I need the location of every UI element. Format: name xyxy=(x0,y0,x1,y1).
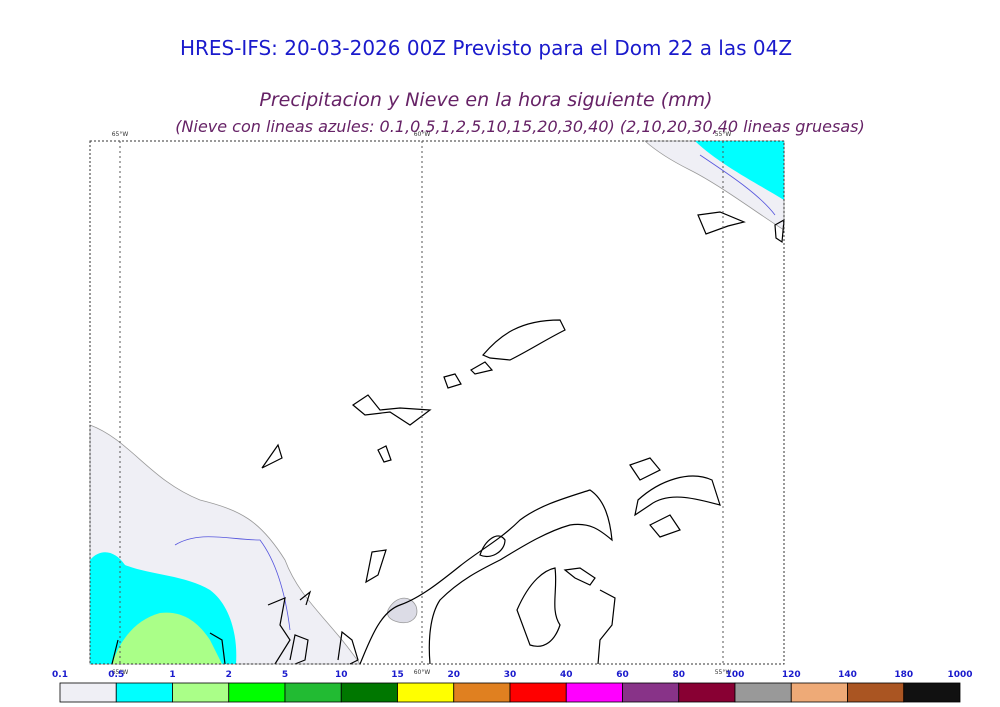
meridian-label: 55°W xyxy=(715,131,732,138)
coastline xyxy=(359,489,613,665)
colorbar-label: 40 xyxy=(560,670,573,680)
colorbar-label: 180 xyxy=(894,670,913,680)
colorbar-box xyxy=(172,682,230,703)
title: HRES-IFS: 20-03-2026 00Z Previsto para e… xyxy=(180,36,792,60)
colorbar-box xyxy=(903,682,961,703)
colorbar-label: 10 xyxy=(335,670,348,680)
colorbar-label: 0.5 xyxy=(108,670,124,680)
colorbar-label: 20 xyxy=(447,670,460,680)
colorbar-box xyxy=(622,682,680,703)
map xyxy=(89,140,785,665)
coastline xyxy=(111,590,359,665)
snow-contour xyxy=(174,536,291,631)
meridian-label: 60°W xyxy=(414,131,431,138)
colorbar-label: 2 xyxy=(226,670,232,680)
colorbar-label: 0.1 xyxy=(52,670,68,680)
colorbar-label: 5 xyxy=(282,670,288,680)
colorbar-label: 140 xyxy=(838,670,857,680)
colorbar-box xyxy=(790,682,848,703)
colorbar-label: 80 xyxy=(672,670,685,680)
colorbar-label: 60 xyxy=(616,670,629,680)
colorbar-box xyxy=(734,682,792,703)
meridian-label: 60°W xyxy=(414,669,431,676)
colorbar-label: 100 xyxy=(726,670,745,680)
colorbar-label: 1000 xyxy=(947,670,972,680)
colorbar-label: 15 xyxy=(391,670,404,680)
colorbar-box xyxy=(59,682,117,703)
note: (Nieve con lineas azules: 0.1,0.5,1,2,5,… xyxy=(175,117,864,136)
meridian-label: 55°W xyxy=(715,669,732,676)
colorbar-box xyxy=(453,682,511,703)
shade-green xyxy=(112,612,222,664)
colorbar-label: 30 xyxy=(504,670,517,680)
colorbar-box xyxy=(509,682,567,703)
meridians: 65°W 65°W 60°W 60°W 55°W 55°W xyxy=(112,131,732,676)
colorbar: 0.1 0.5 1 2 5 10 15 20 30 40 60 80 100 120 140 180 1000 xyxy=(52,670,973,703)
shade-cyan xyxy=(695,141,784,200)
colorbar-box xyxy=(340,682,398,703)
colorbar-box xyxy=(565,682,623,703)
coastline xyxy=(261,211,785,469)
meridian-label: 65°W xyxy=(112,669,129,676)
colorbar-box xyxy=(284,682,342,703)
map-frame xyxy=(89,140,785,665)
shade-light xyxy=(387,597,418,624)
colorbar-label: 120 xyxy=(782,670,801,680)
subtitle: Precipitacion y Nieve en la hora siguien… xyxy=(259,89,712,111)
coastline xyxy=(365,457,721,665)
colorbar-label: 1 xyxy=(169,670,175,680)
snow-contour xyxy=(699,154,776,216)
colorbar-box xyxy=(847,682,905,703)
colorbar-box xyxy=(115,682,173,703)
colorbar-box xyxy=(397,682,455,703)
colorbar-box xyxy=(228,682,286,703)
colorbar-box xyxy=(678,682,736,703)
meridian-label: 65°W xyxy=(112,131,129,138)
